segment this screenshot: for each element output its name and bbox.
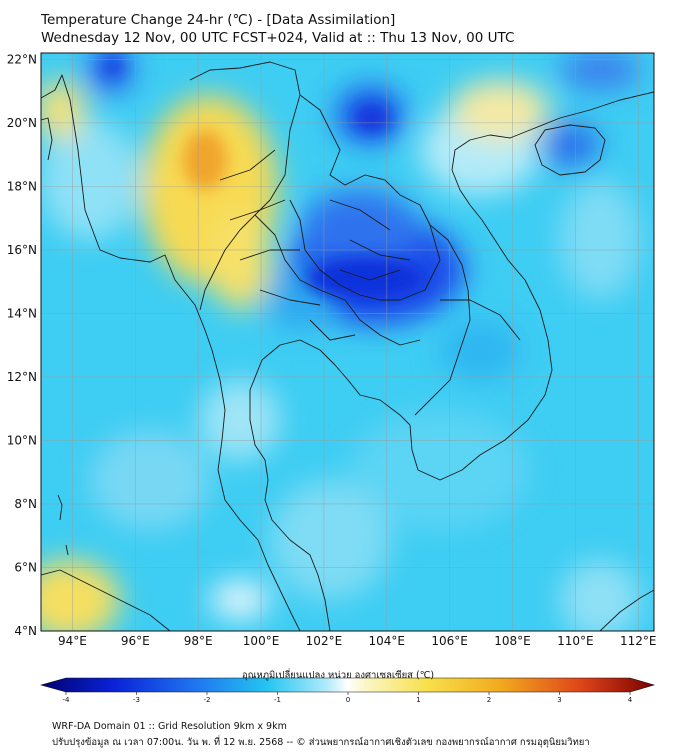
latitude-axis: 22°N 20°N 18°N 16°N 14°N 12°N 10°N 8°N 6°N 4°N xyxy=(7,52,37,638)
lon-tick-label: 98°E xyxy=(184,634,213,648)
lat-tick-label: 10°N xyxy=(7,433,37,447)
lat-tick-label: 22°N xyxy=(7,52,37,66)
colorbar-tick-label: -2 xyxy=(204,696,211,704)
footer-model-info: WRF-DA Domain 01 :: Grid Resolution 9km … xyxy=(52,721,287,732)
colorbar-tick-label: -3 xyxy=(133,696,140,704)
colorbar-tick-label: 2 xyxy=(487,696,491,704)
colorbar-tick-label: 4 xyxy=(628,696,633,704)
colorbar-tick-label: 3 xyxy=(557,696,561,704)
colorbar-tick-label: -4 xyxy=(63,696,71,704)
lon-tick-label: 106°E xyxy=(431,634,468,648)
lon-tick-label: 100°E xyxy=(243,634,280,648)
footer-credit: ปรับปรุงข้อมูล ณ เวลา 07:00น. วัน พ. ที่… xyxy=(52,737,590,748)
lon-tick-label: 108°E xyxy=(494,634,531,648)
colorbar-label: อุณหภูมิเปลี่ยนแปลง หน่วย องศาเซลเซียส (… xyxy=(241,670,435,681)
lon-tick-label: 102°E xyxy=(306,634,343,648)
lon-tick-label: 110°E xyxy=(557,634,594,648)
lon-tick-label: 94°E xyxy=(58,634,87,648)
colorbar: -4 -3 -2 -1 0 1 2 3 4 xyxy=(39,677,656,704)
longitude-axis: 94°E 96°E 98°E 100°E 102°E 104°E 106°E 108°E 110… xyxy=(58,634,657,648)
colorbar-tick-label: 0 xyxy=(346,696,350,704)
map-title: Temperature Change 24-hr (℃) - [Data Ass… xyxy=(41,12,396,28)
lon-tick-label: 104°E xyxy=(369,634,406,648)
map-subtitle: Wednesday 12 Nov, 00 UTC FCST+024, Valid… xyxy=(41,30,515,46)
temperature-field xyxy=(41,53,654,631)
lat-tick-label: 4°N xyxy=(14,624,37,638)
lat-tick-label: 16°N xyxy=(7,243,37,257)
coastlines xyxy=(41,61,654,631)
lat-tick-label: 6°N xyxy=(14,560,37,574)
lat-tick-label: 18°N xyxy=(7,179,37,193)
lat-tick-label: 12°N xyxy=(7,370,37,384)
lat-tick-label: 20°N xyxy=(7,116,37,130)
map-frame xyxy=(40,52,655,632)
lat-tick-label: 8°N xyxy=(14,497,37,511)
graticule xyxy=(41,53,654,631)
colorbar-tick-label: -1 xyxy=(274,696,281,704)
lon-tick-label: 96°E xyxy=(121,634,150,648)
lat-tick-label: 14°N xyxy=(7,306,37,320)
colorbar-tick-label: 1 xyxy=(416,696,420,704)
lon-tick-label: 112°E xyxy=(620,634,657,648)
